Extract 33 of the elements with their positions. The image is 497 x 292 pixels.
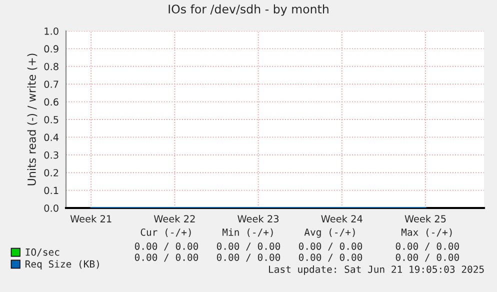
- text: 0.00 / 0.00: [134, 242, 198, 251]
- y-tick-label: 0.8: [44, 62, 58, 70]
- chart-title: IOs for /dev/sdh - by month: [168, 4, 328, 16]
- text: 0.00 / 0.00: [396, 242, 459, 251]
- text: Avg (-/+): [304, 228, 355, 238]
- y-tick-label: 0.6: [44, 98, 58, 106]
- y-tick-label: 0.2: [44, 169, 58, 176]
- text: Cur (-/+): [140, 228, 191, 238]
- text: Last update: Sat Jun 21 19:05:03 2025: [269, 265, 484, 275]
- text: 0.00 / 0.00: [134, 254, 198, 262]
- legend-label: IO/sec: [26, 248, 60, 257]
- text: 0.00 / 0.00: [216, 254, 280, 262]
- x-tick-label: Week 21: [70, 214, 112, 222]
- x-tick-label: Week 23: [238, 214, 279, 222]
- y-tick-label: 0.1: [44, 186, 58, 194]
- y-tick-label: 0.3: [44, 151, 58, 159]
- y-tick-label: 1.0: [44, 27, 58, 35]
- y-tick-label: 0.0: [44, 204, 58, 212]
- text: Max (-/+): [401, 228, 452, 238]
- y-tick-label: 0.9: [44, 45, 58, 53]
- y-tick-label: 0.4: [44, 134, 59, 142]
- text: 0.00 / 0.00: [298, 242, 362, 251]
- text: 0.00 / 0.00: [298, 254, 362, 262]
- x-tick-label: Week 22: [154, 214, 195, 222]
- y-tick-label: 0.7: [44, 80, 58, 88]
- text: 0.00 / 0.00: [396, 254, 459, 262]
- text: 0.00 / 0.00: [216, 242, 280, 251]
- y-tick-label: 0.5: [44, 116, 58, 124]
- text: Min (-/+): [222, 228, 273, 238]
- y-axis-title: Units read (-) / write (+): [27, 54, 38, 186]
- legend-label: Req Size (KB): [26, 260, 99, 270]
- x-tick-label: Week 24: [321, 214, 362, 222]
- x-tick-label: Week 25: [404, 214, 446, 222]
